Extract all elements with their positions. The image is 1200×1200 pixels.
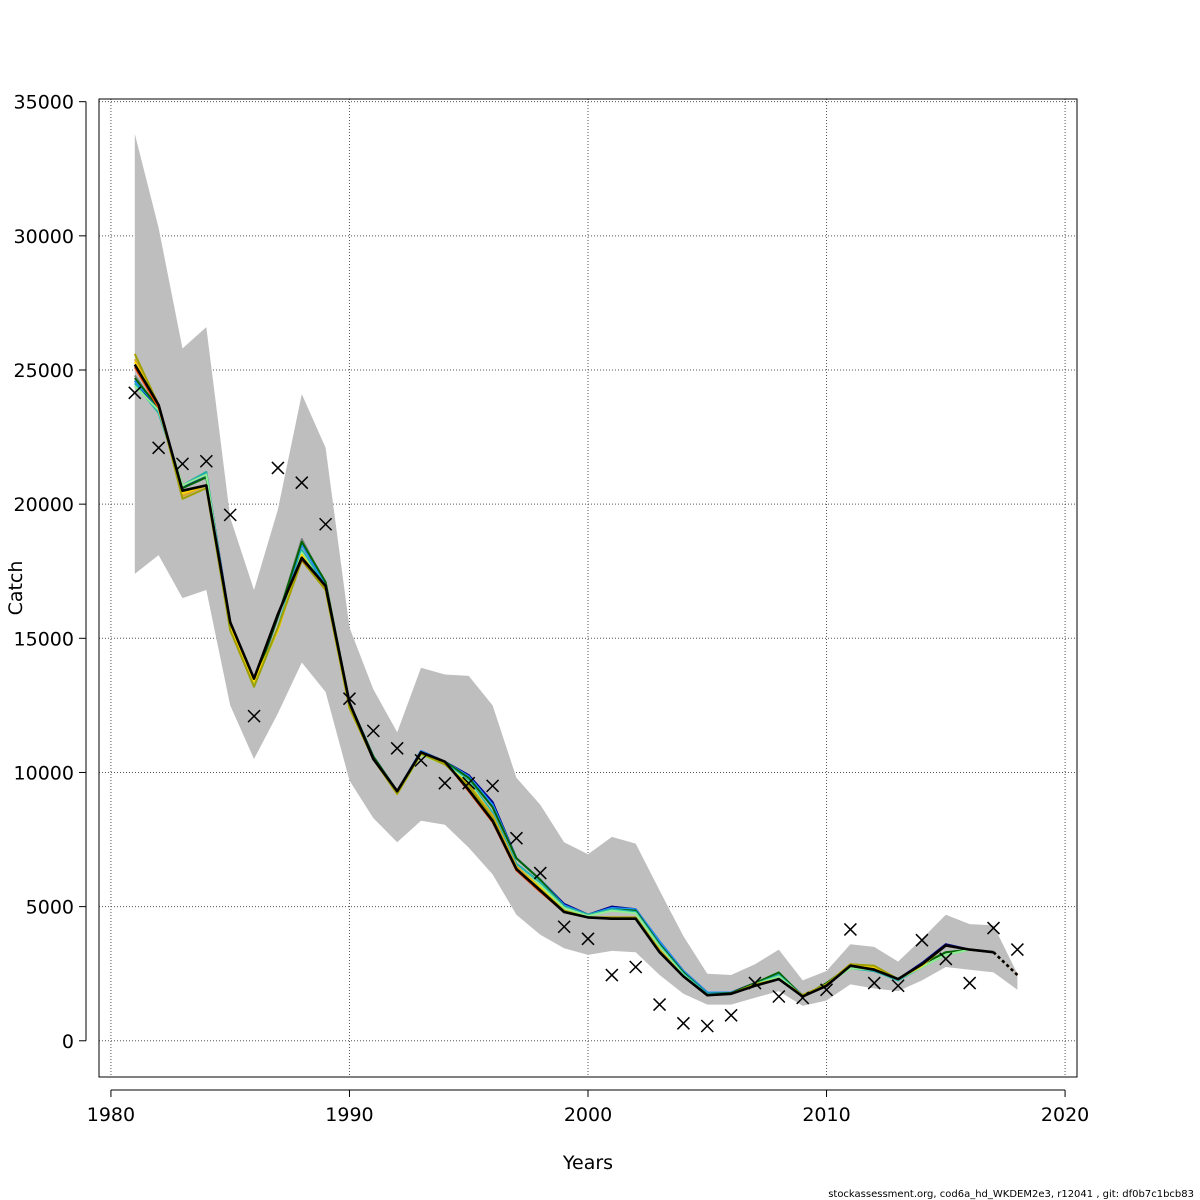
x-tick-label: 2010: [802, 1104, 850, 1126]
plot-frame: [98, 98, 1078, 1078]
observed-point: [796, 991, 810, 1005]
x-tick-label: 1980: [87, 1104, 135, 1126]
y-axis-title: Catch: [5, 561, 27, 616]
x-axis-title: Years: [562, 1152, 613, 1174]
observed-point: [319, 517, 333, 531]
observed-point: [629, 960, 643, 974]
observed-point: [724, 1008, 738, 1022]
observed-point: [653, 998, 667, 1012]
observed-point: [295, 476, 309, 490]
observed-point: [247, 709, 261, 723]
observed-point: [1010, 943, 1024, 957]
observed-point: [223, 508, 237, 522]
observed-point: [581, 932, 595, 946]
observed-point: [915, 933, 929, 947]
y-tick-label: 10000: [14, 762, 74, 784]
observed-point: [867, 976, 881, 990]
y-tick-label: 25000: [14, 360, 74, 382]
observed-point: [533, 866, 547, 880]
observed-point: [605, 968, 619, 982]
observed-point: [700, 1019, 714, 1033]
series-line-12: [133, 363, 994, 998]
observed-point: [462, 776, 476, 790]
y-tick-label: 5000: [26, 897, 74, 919]
estimated-series: [133, 353, 1019, 998]
observed-point: [820, 983, 834, 997]
observed-point: [557, 920, 571, 934]
observed-point: [366, 724, 380, 738]
observed-catch-points: [128, 386, 1024, 1033]
footer-credit: stockassessment.org, cod6a_hd_WKDEM2e3, …: [828, 1189, 1194, 1200]
observed-point: [438, 776, 452, 790]
y-tick-label: 35000: [14, 92, 74, 114]
observed-point: [509, 831, 523, 845]
y-tick-label: 20000: [14, 494, 74, 516]
observed-point: [414, 753, 428, 767]
observed-point: [486, 779, 500, 793]
observed-point: [963, 976, 977, 990]
y-tick-label: 30000: [14, 226, 74, 248]
observed-point: [772, 989, 786, 1004]
observed-point: [939, 952, 953, 966]
observed-point: [891, 979, 905, 993]
confidence-band: [134, 133, 1018, 1006]
y-tick-label: 15000: [14, 628, 74, 650]
observed-point: [128, 386, 142, 400]
observed-point: [986, 921, 1001, 935]
observed-point: [843, 922, 857, 936]
observed-point: [199, 454, 213, 468]
observed-point: [342, 692, 356, 706]
observed-point: [175, 457, 190, 471]
observed-point: [390, 741, 404, 755]
observed-point: [748, 976, 762, 990]
observed-point: [676, 1016, 690, 1030]
y-axis: 0 5000 10000 15000 20000 25000 30000 35000: [14, 92, 87, 1053]
x-axis: 1980 1990 2000 2010 2020: [87, 1089, 1089, 1126]
y-tick-label: 0: [62, 1031, 74, 1053]
x-tick-label: 2000: [564, 1104, 612, 1126]
x-tick-label: 2020: [1041, 1104, 1089, 1126]
x-tick-label: 1990: [325, 1104, 373, 1126]
observed-point: [271, 461, 285, 475]
observed-point: [152, 441, 166, 455]
